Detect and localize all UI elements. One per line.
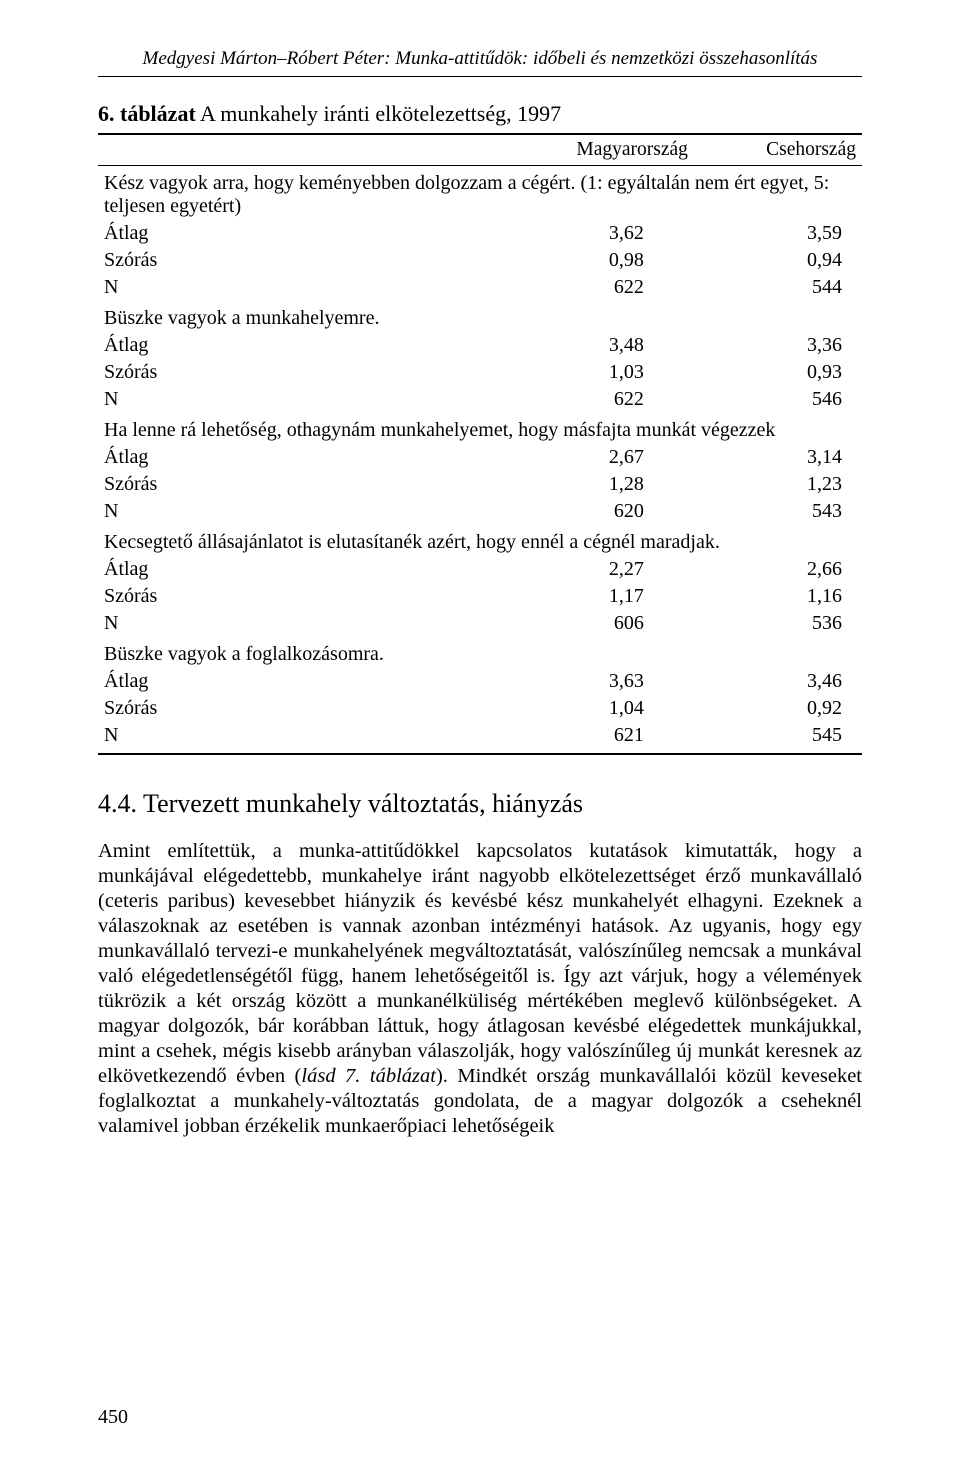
table-cell-value: 621 [526,722,694,754]
table-row: Szórás1,030,93 [98,359,862,386]
body-paragraph: Amint említettük, a munka-attitűdökkel k… [98,839,862,1139]
table-cell-value: 0,93 [694,359,862,386]
table-header-row: Magyarország Csehország [98,134,862,166]
table-cell-value: 536 [694,610,862,637]
table-cell-value: 622 [526,386,694,413]
table-cell-value: 1,17 [526,583,694,610]
table-cell-value: 0,92 [694,695,862,722]
table-cell-value: 3,36 [694,332,862,359]
table-row: N606536 [98,610,862,637]
table-cell-value: 3,63 [526,668,694,695]
table-row: N620543 [98,498,862,525]
table-caption-text: A munkahely iránti elkötelezettség, 1997 [196,101,561,126]
table-cell-value: 544 [694,274,862,301]
table-caption-number: 6. táblázat [98,101,196,126]
table-cell-value: 3,46 [694,668,862,695]
table-cell-value: 0,94 [694,247,862,274]
table-row: N622544 [98,274,862,301]
table-group-title: Kecsegtető állásajánlatot is elutasítané… [98,525,862,556]
table-cell-label: N [98,498,526,525]
table-row: Szórás1,171,16 [98,583,862,610]
table-caption: 6. táblázat A munkahely iránti elkötelez… [98,101,862,127]
table-cell-label: Átlag [98,444,526,471]
table-row: Átlag3,483,36 [98,332,862,359]
table-cell-label: N [98,722,526,754]
table-cell-label: Szórás [98,471,526,498]
table-cell-label: Átlag [98,556,526,583]
table-cell-value: 0,98 [526,247,694,274]
table-header-empty [98,134,526,166]
table-group-title: Büszke vagyok a munkahelyemre. [98,301,862,332]
table-cell-value: 606 [526,610,694,637]
table-cell-label: Szórás [98,247,526,274]
table-group-title: Büszke vagyok a foglalkozásomra. [98,637,862,668]
data-table: Magyarország Csehország Kész vagyok arra… [98,133,862,755]
table-cell-value: 543 [694,498,862,525]
table-cell-value: 3,59 [694,220,862,247]
table-group-title: Ha lenne rá lehetőség, othagynám munkahe… [98,413,862,444]
table-group-title-row: Ha lenne rá lehetőség, othagynám munkahe… [98,413,862,444]
table-row: Átlag3,633,46 [98,668,862,695]
table-cell-value: 2,66 [694,556,862,583]
table-cell-value: 2,67 [526,444,694,471]
table-row: Átlag2,673,14 [98,444,862,471]
table-group-title: Kész vagyok arra, hogy keményebben dolgo… [98,166,862,221]
table-cell-value: 3,14 [694,444,862,471]
table-cell-label: Szórás [98,583,526,610]
table-cell-value: 545 [694,722,862,754]
table-cell-value: 1,16 [694,583,862,610]
table-cell-value: 1,28 [526,471,694,498]
table-cell-label: Szórás [98,359,526,386]
table-cell-value: 620 [526,498,694,525]
table-cell-value: 1,04 [526,695,694,722]
table-row: Átlag2,272,66 [98,556,862,583]
table-cell-value: 546 [694,386,862,413]
table-row: N621545 [98,722,862,754]
table-group-title-row: Kecsegtető állásajánlatot is elutasítané… [98,525,862,556]
document-page: Medgyesi Márton–Róbert Péter: Munka-atti… [0,0,960,1459]
table-cell-label: Átlag [98,668,526,695]
table-header-col2: Csehország [694,134,862,166]
table-row: Szórás1,040,92 [98,695,862,722]
running-header: Medgyesi Márton–Róbert Péter: Munka-atti… [98,48,862,77]
page-number: 450 [98,1406,128,1429]
table-group-title-row: Büszke vagyok a munkahelyemre. [98,301,862,332]
section-heading: 4.4. Tervezett munkahely változtatás, hi… [98,789,862,819]
table-row: Szórás0,980,94 [98,247,862,274]
table-cell-value: 622 [526,274,694,301]
table-group-title-row: Büszke vagyok a foglalkozásomra. [98,637,862,668]
table-cell-label: N [98,386,526,413]
table-cell-value: 2,27 [526,556,694,583]
table-header-col1: Magyarország [526,134,694,166]
table-group-title-row: Kész vagyok arra, hogy keményebben dolgo… [98,166,862,221]
table-cell-label: N [98,610,526,637]
paragraph-part1: Amint említettük, a munka-attitűdökkel k… [98,840,862,1087]
table-cell-label: Szórás [98,695,526,722]
table-cell-value: 1,23 [694,471,862,498]
table-cell-value: 1,03 [526,359,694,386]
table-cell-label: Átlag [98,220,526,247]
table-row: Szórás1,281,23 [98,471,862,498]
table-cell-label: N [98,274,526,301]
table-cell-value: 3,62 [526,220,694,247]
table-row: N622546 [98,386,862,413]
table-cell-label: Átlag [98,332,526,359]
paragraph-italic: lásd 7. táblázat [301,1065,436,1087]
table-row: Átlag3,623,59 [98,220,862,247]
table-cell-value: 3,48 [526,332,694,359]
